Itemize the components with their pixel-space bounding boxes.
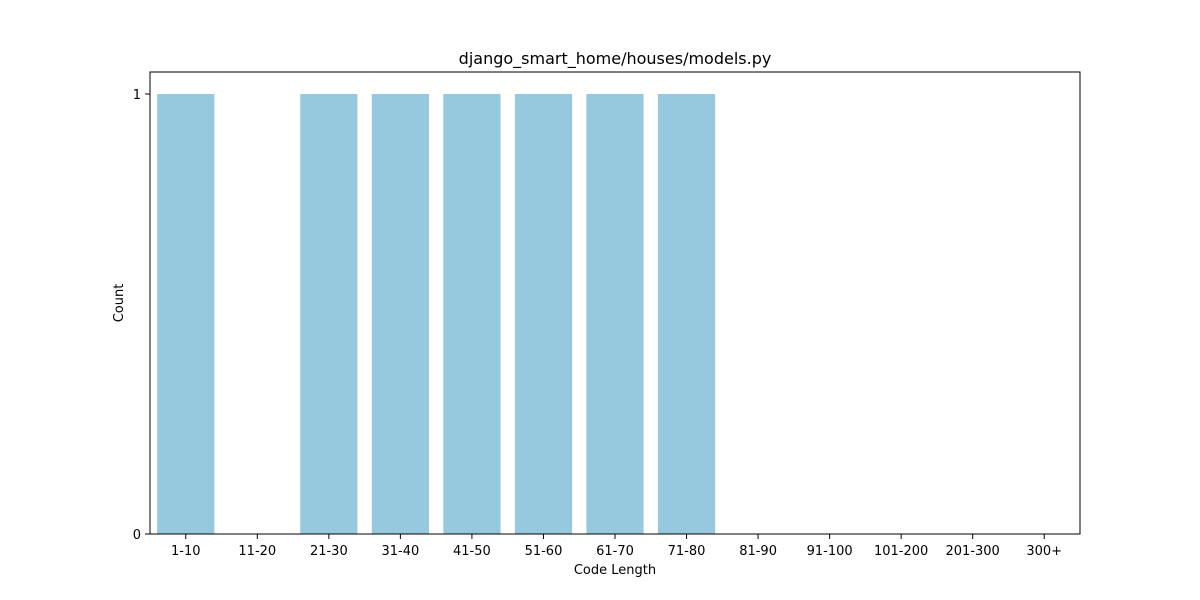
bar-51-60 xyxy=(514,94,573,534)
x-tick-label: 31-40 xyxy=(381,544,419,559)
bar-1-10 xyxy=(157,94,215,534)
x-tick-label: 300+ xyxy=(1026,544,1062,559)
y-axis: 01 xyxy=(133,88,150,543)
y-tick-label: 1 xyxy=(133,88,141,103)
chart-title: django_smart_home/houses/models.py xyxy=(459,49,772,69)
x-tick-label: 21-30 xyxy=(310,544,348,559)
x-axis: 1-10 11-20 21-30 31-40 41-50 51-60 61-70 71-80 8… xyxy=(171,534,1062,559)
x-tick-label: 51-60 xyxy=(525,544,563,559)
x-axis-label: Code Length xyxy=(574,563,656,578)
x-tick-label: 201-300 xyxy=(946,544,1000,559)
y-tick-label: 0 xyxy=(133,528,141,543)
bar-61-70 xyxy=(586,94,644,534)
x-tick-label: 81-90 xyxy=(739,544,777,559)
x-tick-label: 61-70 xyxy=(596,544,634,559)
bar-21-30 xyxy=(300,94,358,534)
bar-41-50 xyxy=(443,94,501,534)
x-tick-label: 11-20 xyxy=(238,544,276,559)
x-tick-label: 91-100 xyxy=(807,544,853,559)
bar-71-80 xyxy=(657,94,716,534)
x-tick-label: 1-10 xyxy=(171,544,201,559)
x-tick-label: 71-80 xyxy=(668,544,706,559)
bar-31-40 xyxy=(371,94,429,534)
bars-group xyxy=(157,94,716,534)
x-tick-label: 101-200 xyxy=(874,544,928,559)
x-tick-label: 41-50 xyxy=(453,544,491,559)
y-axis-label: Count xyxy=(112,284,127,323)
